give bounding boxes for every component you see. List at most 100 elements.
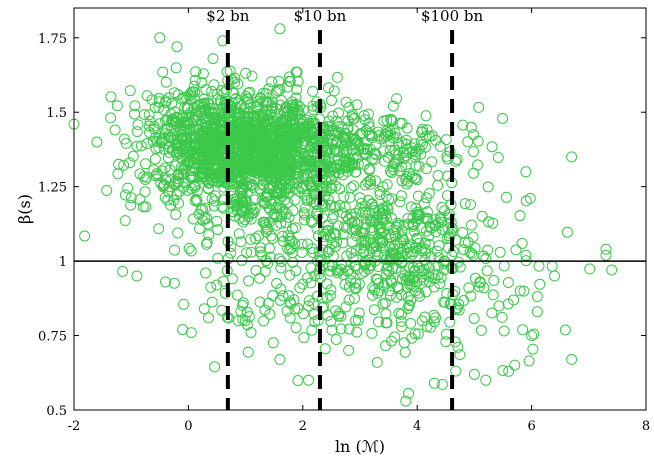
data-point [450, 155, 462, 167]
x-tick-label: 6 [527, 419, 535, 434]
data-point [212, 224, 224, 236]
data-point [290, 222, 301, 234]
data-point [531, 306, 543, 318]
data-point [418, 198, 430, 210]
data-point [317, 212, 329, 224]
data-point [508, 294, 520, 306]
data-point [276, 142, 288, 154]
data-point [401, 242, 413, 254]
data-point [395, 315, 407, 327]
data-point [282, 130, 294, 142]
data-point [340, 161, 351, 173]
data-point [329, 166, 341, 178]
data-point [396, 308, 407, 320]
threshold-label-1: $10 bn [294, 7, 347, 25]
data-point [466, 219, 477, 231]
data-point [248, 131, 260, 143]
data-point [185, 245, 197, 257]
data-point [198, 303, 210, 315]
data-point [206, 193, 218, 205]
data-point [486, 307, 498, 319]
data-point [157, 66, 169, 78]
data-point [337, 207, 348, 219]
data-point [410, 202, 422, 214]
data-point [559, 324, 571, 336]
data-point [193, 208, 205, 220]
data-point [472, 135, 484, 147]
data-point [458, 295, 470, 306]
data-point [350, 139, 362, 150]
data-point [340, 156, 352, 168]
data-point [606, 264, 618, 276]
data-point [233, 228, 245, 240]
data-point [487, 289, 499, 301]
data-point [215, 156, 227, 168]
data-point [182, 141, 194, 153]
data-point [259, 265, 271, 277]
data-point [312, 160, 323, 171]
data-point [125, 199, 137, 211]
data-point [387, 243, 399, 255]
data-point [373, 285, 385, 297]
data-point [183, 147, 195, 159]
data-point [255, 92, 267, 103]
data-point [330, 305, 342, 317]
data-point [200, 267, 212, 279]
data-point [131, 270, 143, 282]
data-point [322, 193, 334, 205]
data-point [291, 84, 303, 96]
data-point [294, 113, 306, 125]
data-point [467, 231, 479, 243]
data-point [189, 195, 201, 207]
data-point [346, 111, 358, 123]
data-point [369, 205, 381, 216]
data-point [159, 124, 171, 135]
data-point [267, 290, 279, 301]
data-point [197, 166, 209, 178]
data-point [333, 310, 345, 322]
data-point [366, 221, 378, 233]
data-point [396, 321, 408, 333]
data-point [368, 304, 380, 316]
data-point [384, 165, 396, 177]
data-point [396, 190, 407, 202]
data-point [331, 115, 342, 127]
data-point [245, 213, 257, 225]
data-point [482, 244, 494, 256]
data-point [162, 152, 174, 164]
data-point [496, 311, 508, 323]
data-point [243, 107, 255, 119]
data-point [292, 75, 304, 87]
data-point [267, 337, 279, 349]
data-point [493, 300, 505, 312]
data-point [296, 181, 308, 193]
data-point [109, 124, 121, 136]
data-point [405, 295, 417, 307]
data-point [385, 113, 397, 125]
data-point [421, 212, 433, 224]
data-point [301, 195, 313, 206]
data-point [384, 129, 396, 141]
data-point [421, 163, 432, 175]
data-point [297, 308, 309, 320]
data-point [297, 278, 309, 290]
data-point [117, 265, 129, 277]
data-point [138, 109, 150, 120]
data-point [112, 168, 124, 180]
data-point [340, 135, 351, 147]
data-point [373, 277, 384, 289]
data-point [323, 82, 334, 94]
data-point [160, 76, 172, 88]
data-point [396, 175, 408, 187]
data-point [347, 153, 359, 165]
data-point [465, 121, 477, 133]
data-point [428, 377, 440, 389]
data-point [166, 113, 178, 125]
data-point [392, 254, 404, 265]
data-point [389, 239, 401, 251]
data-point [306, 216, 318, 228]
data-point [378, 115, 390, 127]
data-point [416, 265, 428, 277]
data-point [274, 353, 286, 365]
data-points [68, 23, 618, 407]
